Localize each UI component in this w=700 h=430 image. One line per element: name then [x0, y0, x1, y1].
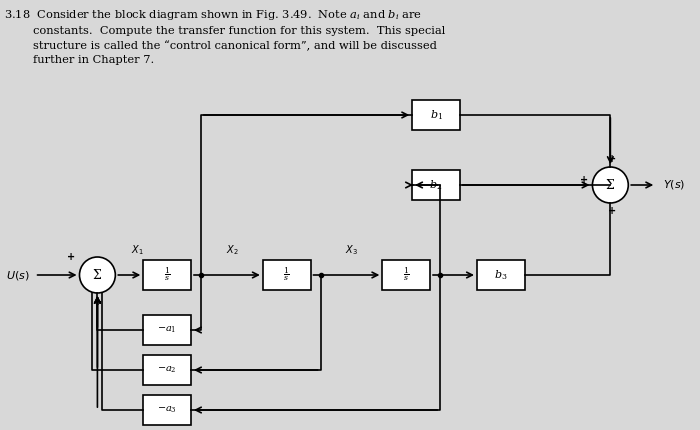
Text: 3.18  Consider the block diagram shown in Fig. 3.49.  Note $a_i$ and $b_i$ are
 : 3.18 Consider the block diagram shown in…: [4, 8, 445, 65]
Text: +: +: [580, 175, 589, 185]
Text: $-a_1$: $-a_1$: [158, 325, 177, 335]
FancyBboxPatch shape: [144, 395, 191, 425]
Text: +: +: [608, 206, 617, 216]
Circle shape: [80, 257, 116, 293]
Text: $U(s)$: $U(s)$: [6, 268, 29, 282]
FancyBboxPatch shape: [144, 315, 191, 345]
FancyBboxPatch shape: [262, 260, 311, 290]
Text: $b_3$: $b_3$: [494, 268, 508, 282]
FancyBboxPatch shape: [477, 260, 525, 290]
FancyBboxPatch shape: [412, 170, 460, 200]
FancyBboxPatch shape: [412, 100, 460, 130]
Text: $b_1$: $b_1$: [430, 108, 442, 122]
FancyBboxPatch shape: [144, 355, 191, 385]
Text: $-a_3$: $-a_3$: [158, 405, 177, 415]
Text: $\Sigma$: $\Sigma$: [606, 178, 615, 192]
Text: $-a_2$: $-a_2$: [158, 365, 177, 375]
Text: +: +: [608, 154, 617, 164]
Text: $\frac{1}{s}$: $\frac{1}{s}$: [164, 266, 171, 284]
FancyBboxPatch shape: [144, 260, 191, 290]
Text: +: +: [94, 297, 102, 307]
Circle shape: [592, 167, 629, 203]
Text: $\Sigma$: $\Sigma$: [92, 268, 102, 282]
Text: $X_3$: $X_3$: [345, 243, 358, 257]
Text: $b_2$: $b_2$: [429, 178, 442, 192]
Text: $Y(s)$: $Y(s)$: [663, 178, 685, 191]
Text: $X_2$: $X_2$: [225, 243, 238, 257]
FancyBboxPatch shape: [382, 260, 430, 290]
Text: +: +: [67, 252, 76, 262]
Text: $X_1$: $X_1$: [131, 243, 144, 257]
Text: $\frac{1}{s}$: $\frac{1}{s}$: [284, 266, 290, 284]
Text: $\frac{1}{s}$: $\frac{1}{s}$: [402, 266, 409, 284]
